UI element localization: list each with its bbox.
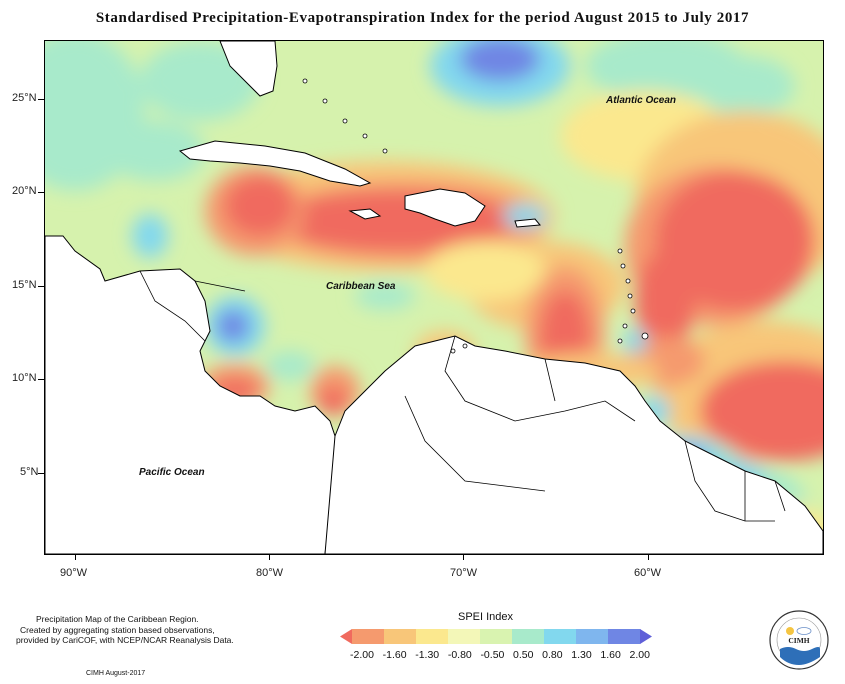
label-atlantic-ocean: Atlantic Ocean: [606, 95, 677, 106]
legend-tick: 1.60: [600, 649, 621, 661]
legend-swatch: [640, 629, 652, 644]
y-tick: [38, 99, 44, 100]
credit-text: Precipitation Map of the Caribbean Regio…: [16, 614, 234, 646]
x-tick: [648, 554, 649, 560]
x-tick: [463, 554, 464, 560]
y-tick: [38, 192, 44, 193]
cloud-icon: [796, 627, 812, 635]
legend-tick: 2.00: [629, 649, 650, 661]
sun-icon: [786, 627, 794, 635]
y-tick-label-10n: 10°N: [12, 372, 37, 384]
cimh-logo: CIMH: [769, 610, 829, 670]
x-tick: [269, 554, 270, 560]
legend-tick-labels: -2.00 -1.60 -1.30 -0.80 -0.50 0.50 0.80 …: [350, 649, 650, 661]
legend-swatch: [384, 629, 417, 644]
map-canvas: [45, 41, 823, 554]
legend-tick: -0.50: [480, 649, 505, 661]
credit-line-1: Precipitation Map of the Caribbean Regio…: [36, 614, 199, 624]
y-tick: [38, 286, 44, 287]
y-tick-label-15n: 15°N: [12, 279, 37, 291]
spei-map: [44, 40, 824, 555]
y-tick: [38, 473, 44, 474]
legend-tick: 1.30: [571, 649, 592, 661]
y-tick-label-20n: 20°N: [12, 185, 37, 197]
legend-tick: 0.80: [542, 649, 563, 661]
legend-tick: -2.00: [350, 649, 374, 661]
x-tick: [75, 554, 76, 560]
logo-text: CIMH: [788, 636, 809, 645]
x-tick-label-90w: 90°W: [60, 567, 88, 579]
y-tick-label-25n: 25°N: [12, 92, 37, 104]
legend-swatch: [608, 629, 641, 644]
credit-line-2: Created by aggregating station based obs…: [20, 624, 215, 635]
map-title: Standardised Precipitation-Evapotranspir…: [95, 10, 750, 26]
y-tick-label-5n: 5°N: [20, 466, 39, 478]
legend-swatch: [480, 629, 513, 644]
credit-line-3: provided by CariCOF, with NCEP/NCAR Rean…: [16, 635, 234, 645]
legend-colorbar: [340, 629, 652, 644]
legend-swatch: [544, 629, 577, 644]
legend-swatch: [340, 629, 352, 644]
legend-swatch: [448, 629, 481, 644]
y-tick: [38, 379, 44, 380]
legend-swatch: [512, 629, 545, 644]
label-caribbean-sea: Caribbean Sea: [326, 281, 396, 292]
legend-swatch: [576, 629, 609, 644]
legend-title: SPEI Index: [458, 611, 514, 623]
legend-tick: -0.80: [447, 649, 472, 661]
legend-tick: -1.30: [415, 649, 440, 661]
x-tick-label-80w: 80°W: [256, 567, 284, 579]
waves-icon: [780, 647, 820, 665]
label-pacific-ocean: Pacific Ocean: [139, 467, 205, 478]
x-tick-label-70w: 70°W: [450, 567, 478, 579]
legend-tick: -1.60: [382, 649, 407, 661]
x-tick-label-60w: 60°W: [634, 567, 662, 579]
legend-swatch: [416, 629, 449, 644]
legend-swatch: [352, 629, 385, 644]
legend-tick: 0.50: [513, 649, 534, 661]
credit-date: CIMH August-2017: [86, 670, 146, 677]
